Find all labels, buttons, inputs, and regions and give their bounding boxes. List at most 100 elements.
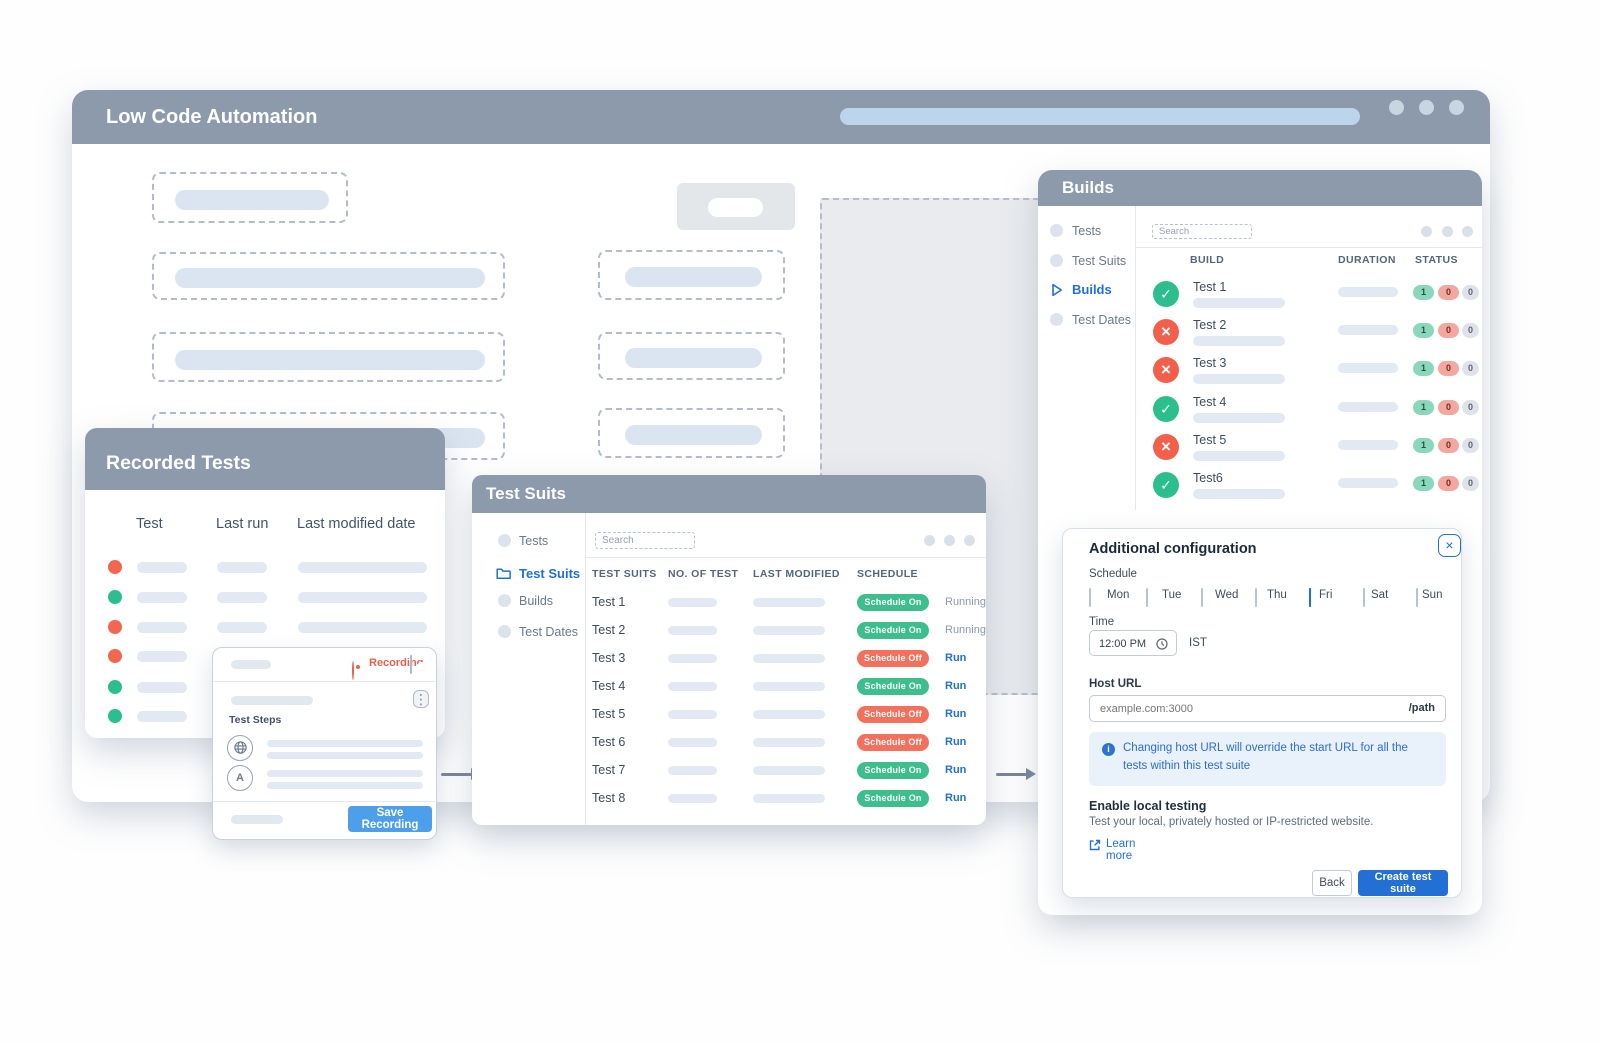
day-checkbox[interactable] (1201, 588, 1203, 607)
url-bar[interactable] (840, 108, 1360, 125)
toolbar-dot[interactable] (1442, 226, 1453, 237)
run-action[interactable]: Run (945, 708, 967, 720)
sidebar-item-builds[interactable]: Builds (494, 591, 580, 611)
placeholder-line (668, 738, 717, 747)
day-checkbox[interactable] (1146, 588, 1148, 607)
table-row[interactable]: Test 3 Schedule Off Run (587, 648, 983, 676)
sidebar-item-test-dates[interactable]: Test Dates (494, 622, 584, 642)
test-suits-titlebar: Test Suits (472, 475, 986, 513)
day-checkbox[interactable] (1255, 588, 1257, 607)
placeholder-line (668, 794, 717, 803)
table-row[interactable] (103, 589, 433, 605)
table-row[interactable]: Test 5 Schedule Off Run (587, 704, 983, 732)
run-action[interactable]: Run (945, 764, 967, 776)
window-control-dot[interactable] (1449, 100, 1464, 115)
host-url-input[interactable] (1090, 696, 1390, 721)
placeholder-line (217, 562, 267, 573)
sidebar-item-test-dates[interactable]: Test Dates (1044, 310, 1132, 330)
duration-placeholder (1338, 402, 1398, 412)
placeholder-line (137, 562, 187, 573)
sidebar-item-test-suits[interactable]: Test Suits (1044, 251, 1132, 271)
table-row[interactable] (103, 619, 433, 635)
table-row[interactable]: Test 4 Schedule On Run (587, 676, 983, 704)
record-icon (352, 661, 354, 680)
run-action[interactable]: Run (945, 680, 967, 692)
save-recording-button[interactable]: Save Recording (348, 806, 432, 832)
table-row[interactable]: Test6 1 0 0 (1140, 470, 1482, 506)
placeholder-line (668, 682, 717, 691)
placeholder-line (668, 710, 717, 719)
table-header: Test Last run Last modified date (103, 516, 433, 532)
kebab-menu-button[interactable]: ⋮ (413, 690, 429, 708)
window-control-dot[interactable] (1389, 100, 1404, 115)
placeholder-line (267, 740, 423, 747)
schedule-badge[interactable]: Schedule Off (857, 706, 929, 723)
run-action[interactable]: Running (945, 624, 986, 636)
column-header: TEST SUITS (592, 568, 657, 580)
table-row[interactable] (103, 679, 433, 695)
table-row[interactable] (103, 648, 433, 664)
external-link-icon (1089, 839, 1101, 851)
schedule-badge[interactable]: Schedule On (857, 678, 929, 695)
host-url-label: Host URL (1089, 678, 1142, 690)
toolbar-dot[interactable] (924, 535, 935, 546)
bullet-icon (498, 594, 511, 607)
table-row[interactable] (103, 559, 433, 575)
table-row[interactable]: Test 4 1 0 0 (1140, 394, 1482, 430)
table-row[interactable]: Test 2 1 0 0 (1140, 317, 1482, 353)
back-button[interactable]: Back (1312, 870, 1352, 896)
test-suite-name: Test 3 (592, 651, 626, 665)
toolbar-dot[interactable] (1421, 226, 1432, 237)
table-row[interactable]: Test 6 Schedule Off Run (587, 732, 983, 760)
close-icon[interactable]: × (1438, 534, 1461, 557)
placeholder-line (137, 622, 187, 633)
toolbar-dot[interactable] (1462, 226, 1473, 237)
schedule-badge[interactable]: Schedule On (857, 594, 929, 611)
sidebar-item-test-suits[interactable]: Test Suits (494, 564, 584, 584)
table-row[interactable]: Test 5 1 0 0 (1140, 432, 1482, 468)
create-test-suite-button[interactable]: Create test suite (1358, 870, 1448, 896)
main-window-titlebar: Low Code Automation (72, 90, 1490, 144)
window-control-dot[interactable] (1419, 100, 1434, 115)
skipped-count-badge: 0 (1462, 400, 1479, 415)
toolbar-dot[interactable] (944, 535, 955, 546)
sidebar-item-tests[interactable]: Tests (494, 531, 580, 551)
sidebar-item-builds[interactable]: Builds (1044, 280, 1132, 300)
sidebar-item-tests[interactable]: Tests (1044, 221, 1132, 241)
day-checkbox[interactable] (1309, 588, 1311, 607)
toolbar-dot[interactable] (964, 535, 975, 546)
card-title: Additional configuration (1089, 541, 1257, 557)
schedule-badge[interactable]: Schedule On (857, 622, 929, 639)
table-row[interactable]: Test 7 Schedule On Run (587, 760, 983, 788)
day-checkbox[interactable] (1416, 588, 1418, 607)
column-header: STATUS (1415, 254, 1458, 266)
time-input[interactable]: 12:00 PM (1089, 630, 1177, 656)
build-name: Test6 (1193, 471, 1223, 485)
table-row[interactable]: Test 8 Schedule On Run (587, 788, 983, 816)
day-label: Mon (1107, 589, 1130, 601)
day-checkbox[interactable] (1089, 588, 1091, 607)
table-row[interactable]: Test 2 Schedule On Running (587, 620, 986, 648)
status-dot-icon (108, 590, 122, 604)
day-checkbox[interactable] (1363, 588, 1365, 607)
search-input[interactable] (1152, 224, 1252, 239)
run-action[interactable]: Run (945, 792, 967, 804)
table-row[interactable] (103, 708, 433, 724)
sidebar-item-label: Tests (519, 534, 549, 548)
stop-recording-button[interactable] (410, 655, 412, 674)
build-result-icon (1153, 396, 1179, 422)
column-header: Last run (216, 516, 269, 532)
schedule-badge[interactable]: Schedule On (857, 790, 929, 807)
run-action[interactable]: Run (945, 652, 967, 664)
table-row[interactable]: Test 3 1 0 0 (1140, 355, 1482, 391)
schedule-badge[interactable]: Schedule Off (857, 734, 929, 751)
bullet-icon (1050, 224, 1063, 237)
search-input[interactable] (595, 532, 695, 549)
table-row[interactable]: Test 1 Schedule On Running (587, 592, 986, 620)
run-action[interactable]: Run (945, 736, 967, 748)
run-action[interactable]: Running (945, 596, 986, 608)
schedule-badge[interactable]: Schedule On (857, 762, 929, 779)
schedule-badge[interactable]: Schedule Off (857, 650, 929, 667)
host-url-field[interactable]: /path (1089, 695, 1446, 722)
table-row[interactable]: Test 1 1 0 0 (1140, 279, 1482, 315)
